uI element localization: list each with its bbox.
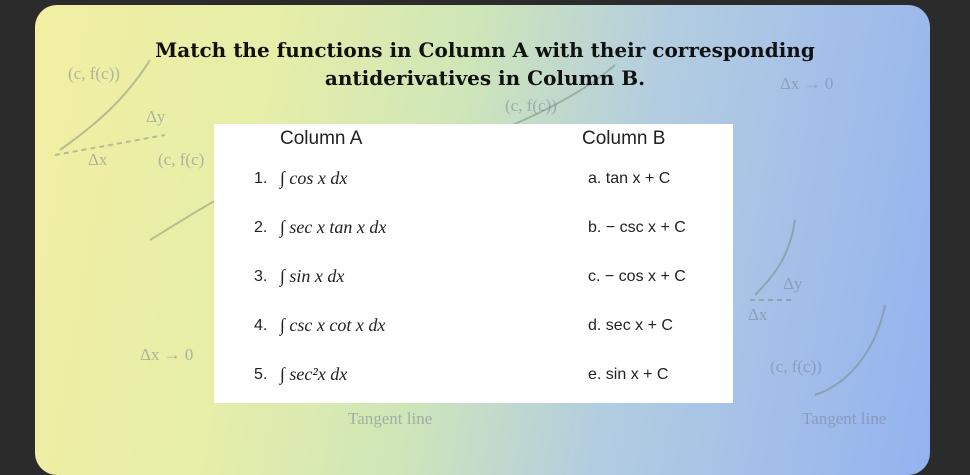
antiderivative: c. − cos x + C	[588, 268, 686, 285]
background-label: Δx → 0	[140, 345, 194, 364]
antiderivative: b. − csc x + C	[588, 219, 686, 236]
background-label: (c, f(c))	[505, 96, 557, 115]
background-label: Δx	[88, 150, 108, 169]
match-table: Column A Column B 1. ∫ cos x dx a. tan x + C…	[214, 124, 733, 403]
row-number: 3.	[254, 268, 268, 285]
column-header: Column A	[280, 128, 363, 149]
antiderivative: d. sec x + C	[588, 317, 673, 334]
background-label: Tangent line	[802, 409, 887, 428]
function: ∫ csc x cot x dx	[280, 315, 386, 335]
function: ∫ sec x tan x dx	[280, 217, 387, 237]
background-label: Δx	[748, 305, 768, 324]
title-line: Match the functions in Column A with the…	[155, 38, 815, 62]
row-number: 1.	[254, 170, 268, 187]
row-number: 5.	[254, 366, 268, 383]
antiderivative: e. sin x + C	[588, 366, 669, 383]
row-number: 2.	[254, 219, 268, 236]
page: {"header": {"title_lines": ["Match the f…	[35, 5, 930, 475]
background-label: Δx → 0	[780, 74, 834, 93]
column-header: Column B	[582, 128, 666, 149]
background-label: (c, f(c))	[770, 357, 822, 376]
antiderivative: a. tan x + C	[588, 170, 671, 187]
function: ∫ sin x dx	[280, 266, 345, 286]
background-label: (c, f(c))	[68, 64, 120, 83]
background-label: Δy	[783, 274, 803, 293]
background-label: (c, f(c)	[158, 150, 205, 169]
function: ∫ sec²x dx	[280, 364, 348, 384]
background-label: Tangent line	[348, 409, 433, 428]
background-label: Δy	[146, 107, 166, 126]
title-line: antiderivatives in Column B.	[324, 66, 646, 90]
function: ∫ cos x dx	[280, 168, 348, 188]
row-number: 4.	[254, 317, 268, 334]
